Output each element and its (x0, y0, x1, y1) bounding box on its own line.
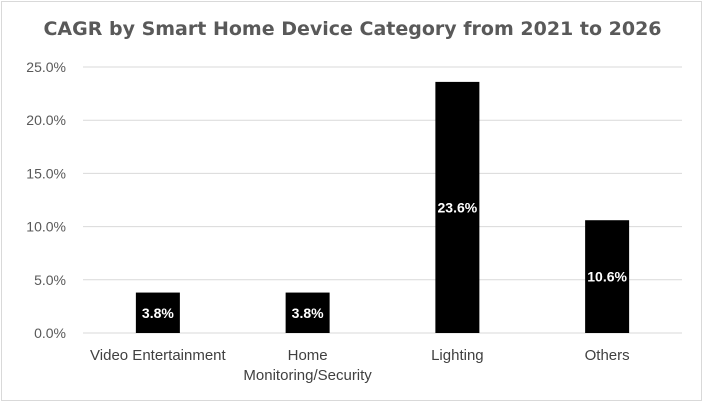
y-tick-label: 0.0% (34, 325, 66, 341)
y-tick-label: 5.0% (34, 272, 66, 288)
data-label: 10.6% (587, 269, 627, 285)
y-tick-label: 25.0% (26, 59, 66, 75)
x-category-label: Others (585, 347, 630, 364)
x-category-label: Video Entertainment (90, 347, 226, 364)
chart-title: CAGR by Smart Home Device Category from … (43, 18, 662, 40)
y-tick-label: 10.0% (26, 219, 66, 235)
bar (435, 81, 480, 333)
data-label: 3.8% (292, 305, 324, 321)
data-label: 23.6% (438, 199, 478, 215)
bar (585, 220, 630, 333)
bar (135, 292, 180, 333)
x-category-label: Lighting (431, 347, 484, 364)
y-tick-label: 15.0% (26, 165, 66, 181)
x-category-label: Home (288, 347, 328, 364)
x-category-label: Monitoring/Security (243, 367, 372, 384)
bar (285, 292, 330, 333)
data-label: 3.8% (142, 305, 174, 321)
y-tick-label: 20.0% (26, 112, 66, 128)
